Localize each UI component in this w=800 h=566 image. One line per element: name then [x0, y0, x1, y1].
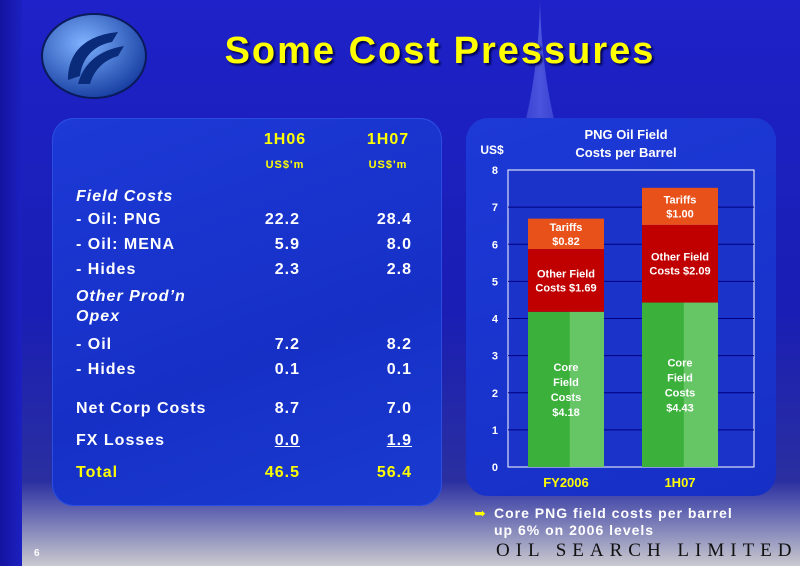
- bar-data-label: Core: [553, 362, 578, 374]
- page-number: 6: [34, 548, 40, 559]
- bar-data-label: $4.18: [552, 407, 580, 419]
- brand-wordmark: OIL SEARCH LIMITED: [496, 540, 798, 561]
- y-tick-label: 8: [492, 165, 498, 177]
- arrow-bullet-icon: ➥: [474, 505, 486, 521]
- bar-segment: [528, 249, 604, 312]
- bar-data-label: Field: [667, 372, 693, 384]
- stacked-bar-chart: 0 1 2 3 4 5 6 7 8 PNG Oil Field Costs per Barrel US…: [480, 127, 755, 490]
- bar-data-label: $1.00: [666, 208, 694, 220]
- bar-data-label: Costs: [665, 387, 696, 399]
- col1-header: 1H06: [263, 131, 307, 148]
- row-value-1h07: 0.1: [386, 361, 412, 378]
- y-tick-label: 0: [492, 462, 498, 474]
- section-other-prod: Other Prod’n: [76, 288, 186, 305]
- row-label: - Oil: PNG: [76, 211, 162, 228]
- y-tick-label: 2: [492, 388, 498, 400]
- bar-segment: [528, 311, 604, 467]
- y-tick-label: 7: [492, 202, 498, 214]
- bar-data-label: Tariffs: [550, 222, 583, 234]
- bar-data-label: Other Field: [651, 252, 709, 264]
- x-tick-label: FY2006: [543, 475, 589, 490]
- bar-highlight: [683, 302, 718, 467]
- bar-segment: [528, 218, 604, 250]
- key-point-line1: Core PNG field costs per barrel: [494, 505, 733, 521]
- row-value-1h07: 8.2: [386, 336, 412, 353]
- bar-segment: [642, 224, 718, 303]
- y-tick-label: 6: [492, 239, 498, 251]
- chart-title-line1: PNG Oil Field: [584, 127, 667, 142]
- row-value-1h06: 2.3: [274, 261, 300, 278]
- total-value-1h06: 46.5: [264, 464, 300, 481]
- bar-data-label: Core: [667, 357, 692, 369]
- y-tick-label: 1: [492, 425, 498, 437]
- row-label: Net Corp Costs: [76, 400, 207, 417]
- row-value-1h07: 1.9: [386, 432, 412, 449]
- row-label: FX Losses: [76, 432, 166, 449]
- key-point: Core PNG field costs per barrel up 6% on…: [474, 505, 733, 539]
- row-value-1h06: 8.7: [274, 400, 300, 417]
- row-value-1h06: 5.9: [274, 236, 300, 253]
- row-value-1h06: 0.1: [274, 361, 300, 378]
- total-label: Total: [76, 464, 119, 481]
- bar-segment: [642, 187, 718, 225]
- bar-data-label: $0.82: [552, 236, 580, 248]
- section-field-costs: Field Costs: [76, 188, 174, 205]
- bar-highlight: [569, 311, 604, 467]
- col1-unit: US$'m: [265, 159, 305, 171]
- total-value-1h07: 56.4: [376, 464, 412, 481]
- row-value-1h07: 28.4: [376, 211, 412, 228]
- key-point-line2: up 6% on 2006 levels: [494, 522, 655, 538]
- bar-data-label: $4.43: [666, 402, 694, 414]
- bar-data-label: Other Field: [537, 268, 595, 280]
- row-value-1h07: 8.0: [386, 236, 412, 253]
- y-tick-label: 5: [492, 276, 498, 288]
- bar-data-label: Costs: [551, 392, 582, 404]
- chart-title-line2: Costs per Barrel: [575, 145, 676, 160]
- row-value-1h07: 2.8: [386, 261, 412, 278]
- row-label: - Hides: [76, 261, 137, 278]
- bar-data-label: Field: [553, 377, 579, 389]
- bar-data-label: Tariffs: [664, 194, 697, 206]
- x-tick-label: 1H07: [664, 475, 695, 490]
- col2-unit: US$'m: [368, 159, 408, 171]
- bar-data-label: Costs $2.09: [649, 266, 710, 278]
- row-label: - Oil: [76, 336, 113, 353]
- row-value-1h06: 7.2: [274, 336, 300, 353]
- row-value-1h07: 7.0: [386, 400, 412, 417]
- section-other-prod-line2: Opex: [76, 308, 121, 325]
- y-tick-label: 3: [492, 351, 498, 363]
- row-label: - Oil: MENA: [76, 236, 175, 253]
- bar-segment: [642, 302, 718, 467]
- col2-header: 1H07: [366, 131, 410, 148]
- y-axis-label: US$: [480, 143, 504, 157]
- slide-title: Some Cost Pressures: [224, 30, 656, 72]
- cost-table-panel: [52, 118, 442, 506]
- row-label: - Hides: [76, 361, 137, 378]
- left-band: [0, 0, 22, 566]
- company-logo: [41, 13, 147, 99]
- y-tick-label: 4: [492, 314, 499, 326]
- bar-data-label: Costs $1.69: [535, 282, 596, 294]
- row-value-1h06: 0.0: [274, 432, 300, 449]
- row-value-1h06: 22.2: [264, 211, 300, 228]
